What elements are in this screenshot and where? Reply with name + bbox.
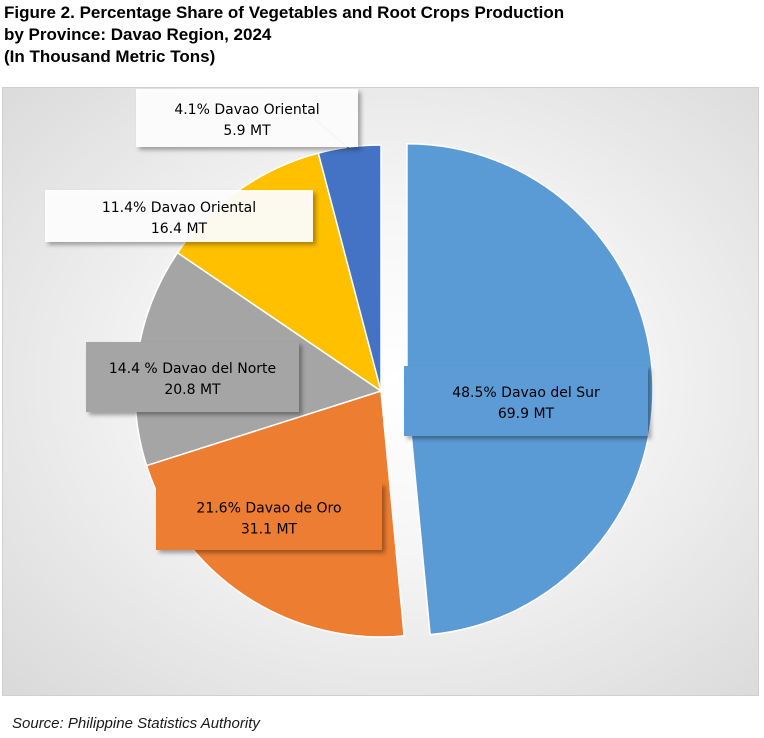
data-label-0: 48.5% Davao del Sur 69.9 MT: [404, 366, 648, 436]
data-label-percent: 4.1% Davao Oriental: [174, 102, 319, 118]
data-label-4: 4.1% Davao Oriental 5.9 MT: [136, 89, 358, 147]
data-label-value: 5.9 MT: [223, 123, 271, 139]
data-label-percent: 11.4% Davao Oriental: [102, 200, 256, 216]
data-label-value: 16.4 MT: [151, 221, 208, 237]
data-label-value: 31.1 MT: [241, 522, 298, 538]
data-label-1: 21.6% Davao de Oro 31.1 MT: [156, 483, 382, 550]
chart-title-line-1: Figure 2. Percentage Share of Vegetables…: [4, 3, 565, 22]
data-label-value: 69.9 MT: [498, 406, 555, 422]
source-note: Source: Philippine Statistics Authority: [12, 715, 260, 732]
data-label-percent: 14.4 % Davao del Norte: [109, 361, 276, 377]
data-label-value: 20.8 MT: [164, 382, 221, 398]
data-label-box: [45, 190, 313, 242]
data-label-percent: 21.6% Davao de Oro: [196, 501, 341, 517]
pie-slice-4: [317, 144, 382, 392]
data-label-box: [404, 366, 648, 436]
data-label-box: [86, 342, 299, 412]
chart-title: Figure 2. Percentage Share of Vegetables…: [4, 2, 754, 68]
data-label-box: [156, 483, 382, 550]
chart-title-line-2: by Province: Davao Region, 2024: [4, 25, 272, 44]
data-label-box: [136, 89, 358, 147]
data-label-2: 14.4 % Davao del Norte 20.8 MT: [86, 342, 299, 412]
chart-title-line-3: (In Thousand Metric Tons): [4, 47, 216, 66]
data-label-3: 11.4% Davao Oriental 16.4 MT: [45, 190, 313, 242]
data-label-percent: 48.5% Davao del Sur: [452, 385, 600, 401]
